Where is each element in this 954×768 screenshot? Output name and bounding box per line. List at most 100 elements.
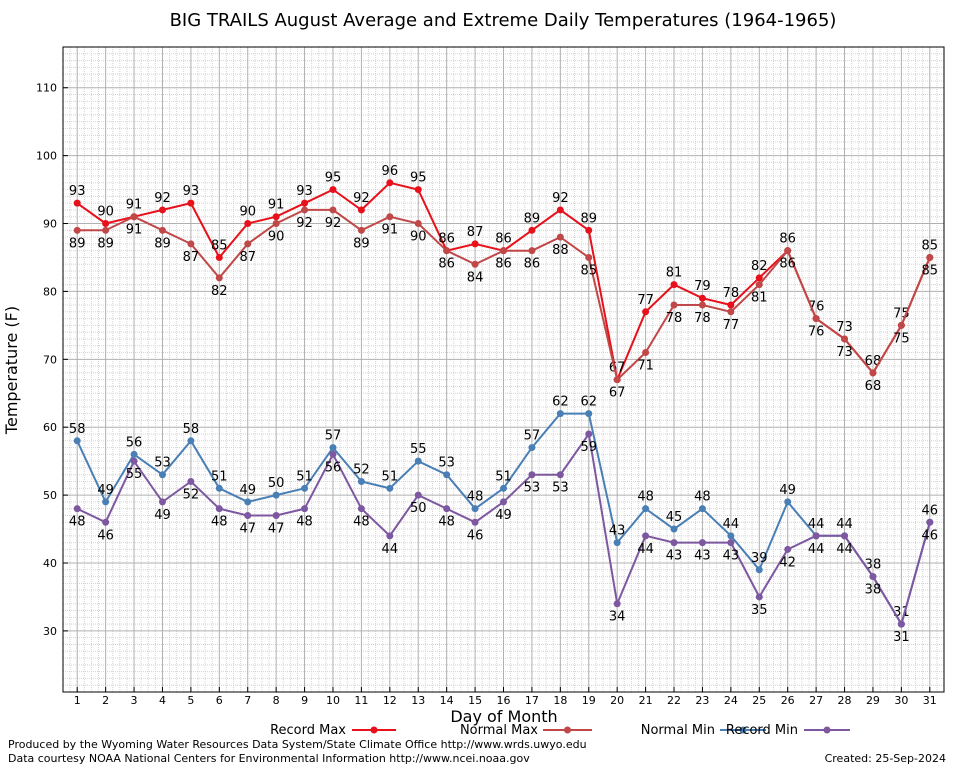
data-point-record-min xyxy=(414,491,422,499)
x-tick-label: 14 xyxy=(440,694,454,707)
legend-label-normal-min: Normal Min xyxy=(641,723,715,738)
data-point-record-min xyxy=(784,545,792,553)
data-label-record-min: 38 xyxy=(865,583,882,598)
data-point-record-min xyxy=(642,532,650,540)
data-label-record-max: 77 xyxy=(637,293,654,308)
data-label-record-max: 91 xyxy=(126,198,143,213)
data-point-normal-min xyxy=(272,491,280,499)
data-point-normal-max xyxy=(727,308,735,316)
data-label-normal-max: 76 xyxy=(808,325,825,340)
x-tick-label: 29 xyxy=(866,694,880,707)
data-point-normal-max xyxy=(670,301,678,309)
data-label-normal-max: 86 xyxy=(438,257,455,272)
x-tick-label: 18 xyxy=(553,694,567,707)
data-point-normal-max xyxy=(585,253,593,261)
data-point-record-max xyxy=(698,294,706,302)
data-point-normal-max xyxy=(272,220,280,228)
data-point-record-max xyxy=(414,186,422,194)
data-label-normal-max: 89 xyxy=(154,236,171,251)
data-label-record-max: 86 xyxy=(495,232,512,247)
data-label-normal-min: 45 xyxy=(666,510,683,525)
series-normal-min: 58 49 56 53 58 51 49 50 51 57 52 51 55 53 48 51 57 62 62 43… xyxy=(69,395,938,628)
data-point-record-min xyxy=(812,532,820,540)
x-tick-label: 17 xyxy=(525,694,539,707)
data-point-normal-min xyxy=(244,498,252,506)
data-point-normal-min xyxy=(73,437,81,445)
data-label-normal-min: 56 xyxy=(126,435,143,450)
data-label-record-min: 44 xyxy=(808,542,825,557)
data-label-normal-min: 53 xyxy=(438,456,455,471)
x-tick-label: 13 xyxy=(411,694,425,707)
data-point-normal-max xyxy=(926,253,934,261)
data-label-record-min: 52 xyxy=(183,488,200,503)
y-tick-label: 70 xyxy=(43,353,57,366)
data-label-record-min: 53 xyxy=(552,481,569,496)
data-label-record-min: 56 xyxy=(325,460,342,475)
data-point-normal-min xyxy=(102,498,110,506)
data-label-normal-min: 57 xyxy=(524,429,541,444)
series-record-min: 48 46 55 49 52 48 47 47 48 56 48 44 50 48 46 49 53 53 59 34… xyxy=(69,430,938,645)
data-label-record-max: 91 xyxy=(268,198,285,213)
data-point-record-min xyxy=(869,573,877,581)
x-tick-label: 23 xyxy=(695,694,709,707)
data-point-normal-max xyxy=(102,226,110,234)
data-point-normal-min xyxy=(471,505,479,513)
data-label-normal-max: 82 xyxy=(211,284,228,299)
x-tick-label: 30 xyxy=(894,694,908,707)
data-label-record-max: 81 xyxy=(666,266,683,281)
x-tick-label: 22 xyxy=(667,694,681,707)
data-point-normal-min xyxy=(585,410,593,418)
data-label-normal-min: 48 xyxy=(467,490,484,505)
x-axis-label: Day of Month xyxy=(450,707,557,726)
data-point-record-max xyxy=(670,281,678,289)
data-point-record-max xyxy=(471,240,479,248)
data-label-normal-min: 58 xyxy=(69,422,86,437)
data-point-normal-max xyxy=(301,206,309,214)
data-point-normal-max xyxy=(613,376,621,384)
data-label-normal-min: 52 xyxy=(353,463,370,478)
data-label-normal-max: 86 xyxy=(495,257,512,272)
data-point-normal-max xyxy=(187,240,195,248)
legend-label-record-min: Record Min xyxy=(726,723,798,738)
data-label-record-min: 44 xyxy=(637,542,654,557)
data-label-record-min: 48 xyxy=(296,515,313,530)
data-label-normal-max: 86 xyxy=(524,257,541,272)
data-point-record-max xyxy=(642,308,650,316)
data-point-record-min xyxy=(215,505,223,513)
data-label-record-min: 43 xyxy=(723,549,740,564)
data-point-normal-min xyxy=(215,484,223,492)
data-point-normal-min xyxy=(386,484,394,492)
x-tick-label: 5 xyxy=(187,694,194,707)
data-point-normal-max xyxy=(642,349,650,357)
data-point-record-max xyxy=(755,274,763,282)
series-normal-max: 89 89 91 89 87 82 87 90 92 92 89 91 90 86 84 86 86 88 85 67… xyxy=(69,206,938,401)
data-label-record-min: 59 xyxy=(580,440,597,455)
data-point-record-min xyxy=(357,505,365,513)
data-label-normal-max: 87 xyxy=(183,250,200,265)
data-label-record-min: 47 xyxy=(268,521,285,536)
legend-marker-record-max xyxy=(370,726,378,734)
y-tick-label: 60 xyxy=(43,421,57,434)
data-label-record-max: 95 xyxy=(325,171,342,186)
data-label-record-min: 53 xyxy=(524,481,541,496)
y-tick-label: 100 xyxy=(36,150,57,163)
data-label-record-max: 73 xyxy=(836,320,853,335)
data-label-normal-min: 43 xyxy=(609,524,626,539)
data-label-normal-min: 38 xyxy=(865,558,882,573)
legend-marker-normal-min xyxy=(739,726,747,734)
legend-label-record-max: Record Max xyxy=(270,723,346,738)
data-label-normal-max: 87 xyxy=(239,250,256,265)
data-point-normal-min xyxy=(130,450,138,458)
x-tick-label: 25 xyxy=(752,694,766,707)
data-label-record-max: 92 xyxy=(353,191,370,206)
data-point-normal-min xyxy=(357,478,365,486)
data-point-record-min xyxy=(244,511,252,519)
x-tick-label: 6 xyxy=(216,694,223,707)
data-label-normal-min: 48 xyxy=(694,490,711,505)
data-point-normal-min xyxy=(698,505,706,513)
data-point-normal-max xyxy=(414,220,422,228)
data-label-normal-max: 78 xyxy=(666,311,683,326)
data-point-normal-min xyxy=(414,457,422,465)
data-point-normal-max xyxy=(897,321,905,329)
data-point-normal-max xyxy=(471,260,479,268)
